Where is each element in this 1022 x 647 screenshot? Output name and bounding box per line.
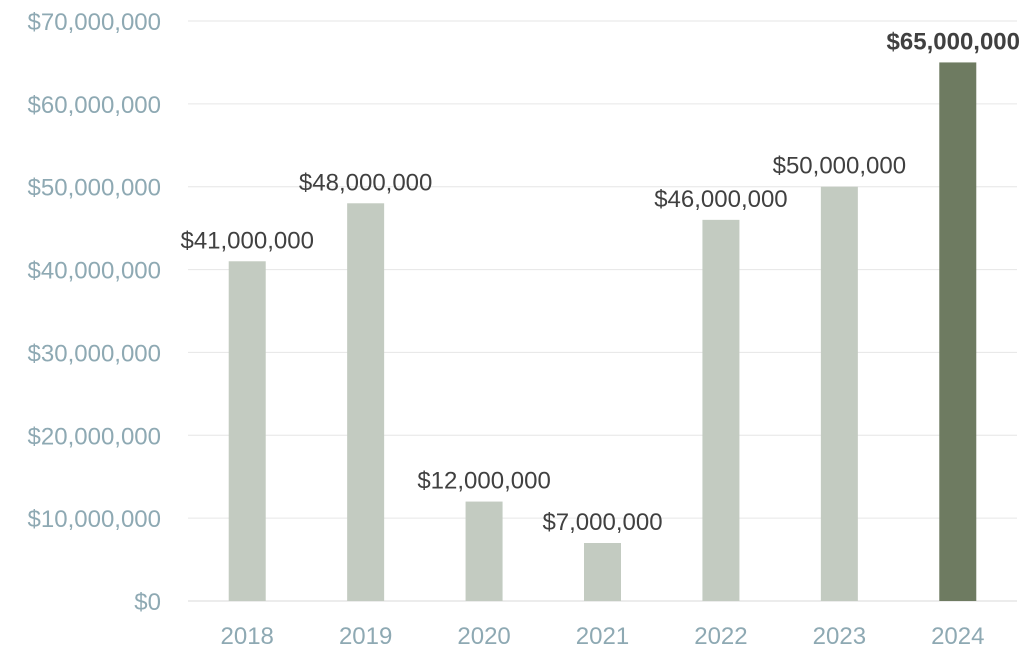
x-tick-label: 2019 (339, 623, 392, 647)
bar-2018 (228, 261, 266, 601)
y-tick-label: $30,000,000 (28, 340, 161, 367)
data-label: $41,000,000 (180, 227, 313, 254)
y-tick-label: $20,000,000 (28, 423, 161, 450)
y-tick-label: $10,000,000 (28, 506, 161, 533)
data-label: $7,000,000 (542, 509, 662, 536)
y-tick-label: $50,000,000 (28, 175, 161, 202)
data-label: $12,000,000 (417, 468, 550, 495)
data-label: $50,000,000 (773, 153, 906, 180)
bars (228, 62, 977, 602)
data-label: $48,000,000 (299, 169, 432, 196)
x-tick-label: 2018 (221, 623, 274, 647)
y-tick-label: $0 (134, 589, 161, 616)
x-tick-label: 2022 (694, 623, 747, 647)
x-tick-label: 2023 (813, 623, 866, 647)
bar-2022 (702, 219, 740, 601)
bar-2023 (820, 186, 858, 601)
y-tick-label: $70,000,000 (28, 9, 161, 36)
bar-2021 (584, 543, 621, 601)
y-axis: $0 $10,000,000 $20,000,000 $30,000,000 $40,0… (28, 9, 161, 616)
y-tick-label: $40,000,000 (28, 258, 161, 285)
gridlines (188, 20, 1017, 602)
x-tick-label: 2021 (576, 623, 629, 647)
bar-2019 (347, 203, 385, 602)
bar-2024 (939, 62, 977, 601)
x-tick-label: 2020 (457, 623, 510, 647)
y-tick-label: $60,000,000 (28, 92, 161, 119)
x-tick-label: 2024 (931, 623, 984, 647)
data-label: $46,000,000 (654, 186, 787, 213)
data-labels: $41,000,000 $48,000,000 $12,000,000 $7,000,… (180, 28, 1020, 536)
data-label: $65,000,000 (887, 28, 1020, 55)
x-axis: 2018 2019 2020 2021 2022 2023 2024 (221, 623, 985, 647)
bar-2020 (465, 501, 503, 601)
